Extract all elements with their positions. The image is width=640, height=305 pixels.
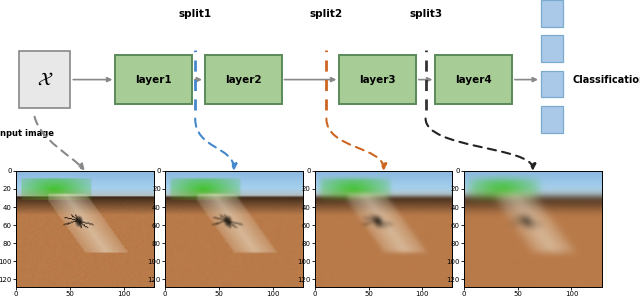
Text: Input image: Input image — [0, 129, 54, 138]
Bar — [205, 55, 282, 104]
Bar — [435, 55, 512, 104]
FancyArrowPatch shape — [195, 119, 236, 168]
Bar — [541, 106, 563, 133]
Bar — [541, 71, 563, 97]
Bar — [541, 35, 563, 62]
Text: Classification: Classification — [573, 75, 640, 84]
FancyArrowPatch shape — [326, 119, 386, 168]
Bar — [339, 55, 416, 104]
FancyArrowPatch shape — [426, 119, 535, 168]
Bar — [19, 51, 70, 108]
Text: split3: split3 — [409, 9, 442, 19]
Text: layer4: layer4 — [455, 75, 492, 84]
Text: split2: split2 — [310, 9, 343, 19]
Text: layer1: layer1 — [135, 75, 172, 84]
Bar — [541, 0, 563, 27]
Text: layer3: layer3 — [359, 75, 396, 84]
Text: split1: split1 — [179, 9, 212, 19]
Bar — [115, 55, 192, 104]
Text: layer2: layer2 — [225, 75, 262, 84]
FancyArrowPatch shape — [35, 117, 83, 169]
Text: $\mathcal{X}$: $\mathcal{X}$ — [36, 70, 53, 89]
